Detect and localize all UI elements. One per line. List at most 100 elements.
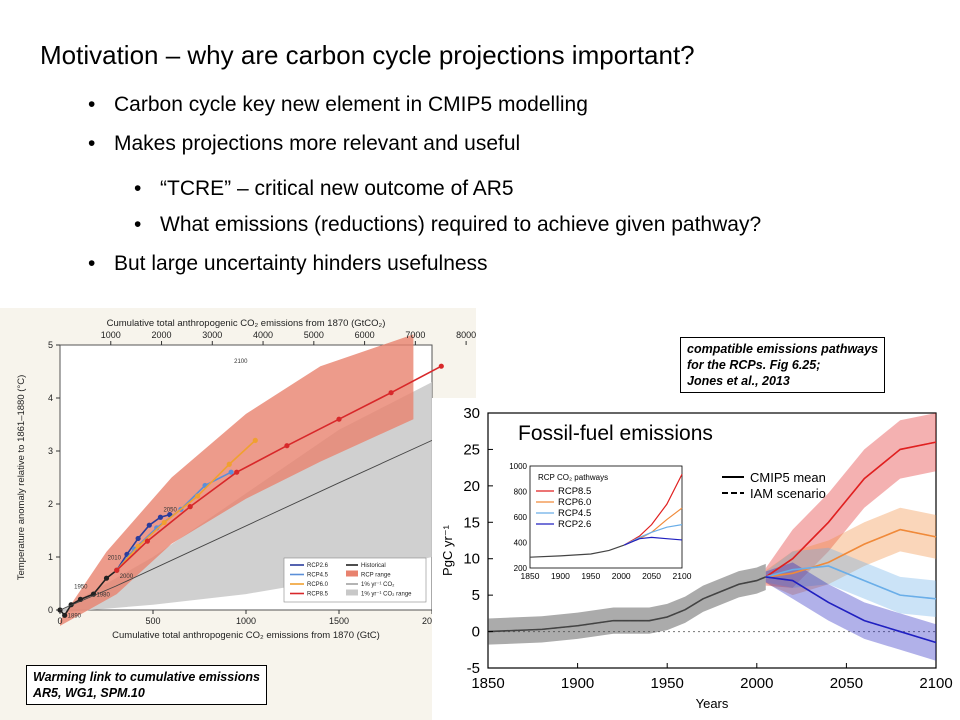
x-tick-label: 1950 [651,675,684,692]
top-tick-label: 6000 [355,330,375,340]
legend-label: IAM scenario [750,486,826,501]
series-point [438,363,444,369]
inset-legend-label: RCP4.5 [558,508,591,519]
series-point [62,612,68,618]
series-point [114,567,120,573]
legend-label: Historical [361,563,386,569]
top-tick-label: 1000 [101,330,121,340]
legend-label: CMIP5 mean [750,470,826,485]
iam-line [765,565,937,600]
y-tick-label: 1 [48,552,53,562]
inset-y-tick-label: 200 [514,564,528,573]
series-point [284,443,290,449]
x-tick-label: 1000 [236,616,256,626]
legend-label: RCP6.0 [307,582,329,588]
y-tick-label: 5 [48,340,53,350]
rcp-range-band [60,334,414,626]
y-tick-label: 0 [472,624,480,641]
y-tick-label: 3 [48,446,53,456]
bullet-text: But large uncertainty hinders usefulness [114,252,488,275]
x-tick-label: 500 [145,616,160,626]
inset-legend-label: RCP2.6 [558,519,591,530]
legend-label: RCP range [361,573,391,579]
inset-series-line [529,544,625,558]
y-tick-label: 4 [48,393,53,403]
right-caption: compatible emissions pathways for the RC… [680,337,886,393]
y-tick-label: 15 [463,514,480,531]
x-tick-label: 2000 [740,675,773,692]
inset-y-tick-label: 600 [514,513,528,522]
series-point [195,493,201,499]
left-caption: Warming link to cumulative emissions AR5… [26,665,267,705]
y-tick-label: -5 [467,660,480,677]
legend-label: RCP8.5 [307,592,329,598]
inset-legend-label: RCP8.5 [558,486,591,497]
legend-swatch [346,589,358,596]
inset-y-tick-label: 800 [514,488,528,497]
iam-line [765,528,937,578]
fossil-fuel-chart: 1850 1900 1950 2000 2050 2100 -5 0 5 10 15 20 25 30 Ye… [432,398,960,720]
top-tick-label: 3000 [202,330,222,340]
bullet-text: Carbon cycle key new element in CMIP5 mo… [114,93,588,116]
iam-line [487,576,766,633]
y-tick-label: 2 [48,499,53,509]
series-point [187,504,193,510]
band-rcp26 [765,562,936,661]
y-tick-label: 30 [463,405,480,422]
inset-series-line [623,474,683,546]
x-axis-label: Years [696,696,729,711]
x-tick-label: 2100 [919,675,952,692]
tcre-figure: 0 500 1000 1500 2000 0 1 2 3 4 5 1000 2000 3000 4000 50… [0,308,476,720]
sub-bullet-item: • “TCRE” – critical new outcome of AR5 [134,177,514,201]
bullet-item: • But large uncertainty hinders usefulnes… [88,252,488,276]
year-label: 1890 [68,614,82,620]
x-tick-label: 0 [57,616,62,626]
legend-swatch [346,570,358,577]
year-label: 2000 [120,574,134,580]
inset-y-tick-label: 400 [514,539,528,548]
series-line-rcp85 [116,365,442,571]
bullet-glyph: • [88,252,96,275]
slide-title: Motivation – why are carbon cycle projec… [40,40,695,70]
inset-x-tick-label: 1950 [581,571,600,581]
y-tick-label: 20 [463,478,480,495]
bullet-item: • Carbon cycle key new element in CMIP5 m… [88,93,588,117]
legend: RCP2.6 RCP4.5 RCP6.0 RCP8.5 Historical RCP ra… [283,557,427,603]
series-point [252,437,258,443]
iam-line [765,441,937,578]
series-point [131,546,137,552]
year-label: 1950 [74,584,88,590]
year-label: 1980 [96,592,110,598]
series-point [103,575,110,581]
y-tick-label: 10 [463,551,480,568]
inset-x-tick-label: 1850 [521,571,540,581]
caption-line: AR5, WG1, SPM.10 [33,686,145,700]
y-axis-label: Temperature anomaly relative to 1861–188… [16,375,27,581]
inset-title: RCP CO₂ pathways [538,473,608,482]
band-rcp45 [765,547,936,617]
y-tick-label: 0 [48,605,53,615]
band-cmip5mean [488,563,766,645]
legend-label: RCP2.6 [307,563,329,569]
inset-series-line [623,524,683,546]
year-label: 2100 [234,359,248,365]
inset-x-tick-label: 2100 [673,571,692,581]
top-tick-label: 4000 [253,330,273,340]
x-tick-label: 2050 [830,675,863,692]
legend-label: RCP4.5 [307,573,329,579]
series-point [144,538,151,544]
caption-line: for the RCPs. Fig 6.25; [687,358,821,372]
inset-x-tick-label: 2000 [612,571,631,581]
band-rcp85 [765,413,936,588]
fossil-fuel-figure: 1850 1900 1950 2000 2050 2100 -5 0 5 10 15 20 25 30 Ye… [432,398,960,720]
inset-x-tick-label: 1900 [551,571,570,581]
series-point [234,469,240,475]
year-label: 2050 [163,508,177,514]
inset-legend-label: RCP6.0 [558,497,591,508]
bullet-glyph: • [134,213,142,236]
y-axis-label: PgC yr⁻¹ [440,524,455,576]
tcre-chart: 0 500 1000 1500 2000 0 1 2 3 4 5 1000 2000 3000 4000 50… [0,308,476,720]
top-tick-label: 7000 [405,330,425,340]
series-point [226,461,232,467]
inset-y-tick-label: 1000 [509,462,527,471]
